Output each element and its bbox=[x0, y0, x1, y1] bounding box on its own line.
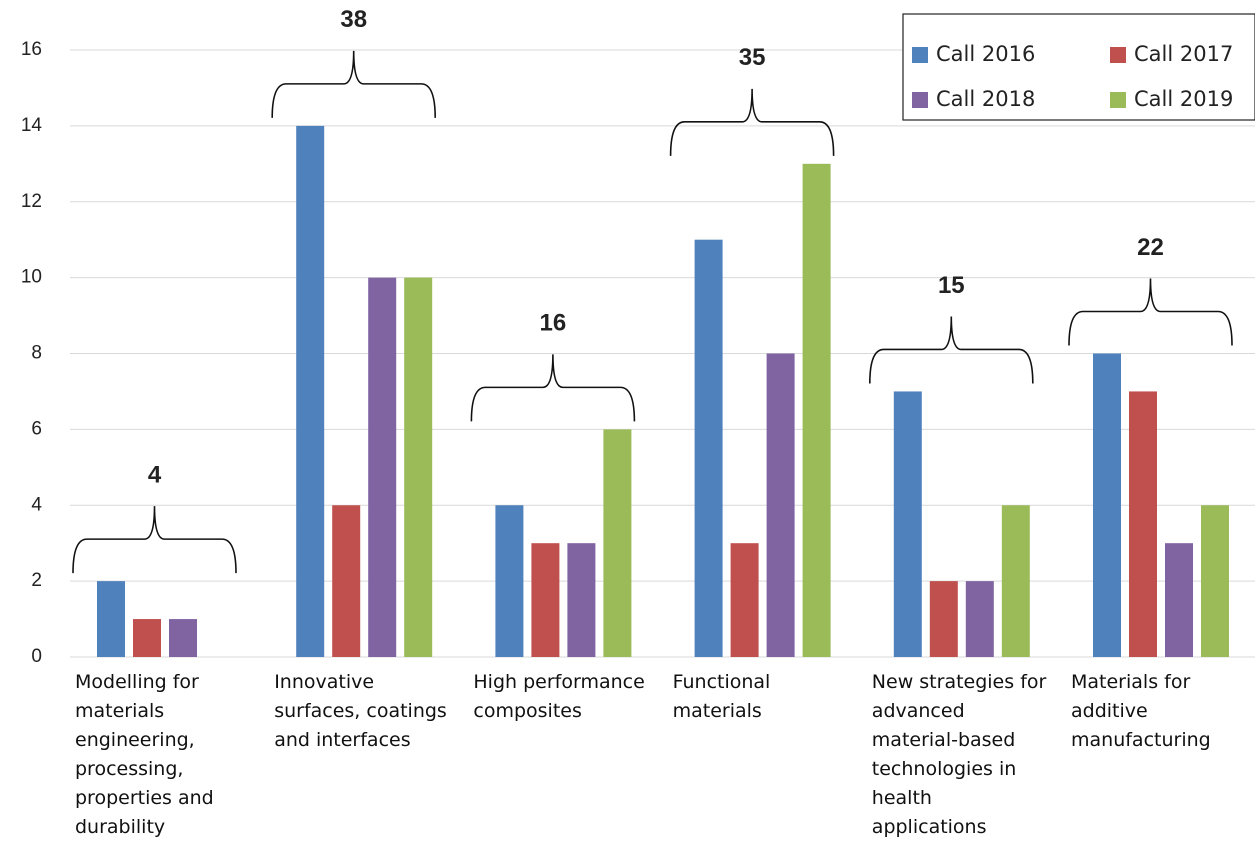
y-tick-label: 8 bbox=[31, 343, 42, 364]
bar bbox=[893, 391, 922, 657]
group-total: 38 bbox=[340, 6, 367, 33]
bar bbox=[965, 581, 994, 657]
y-tick-label: 14 bbox=[21, 115, 43, 136]
legend-label: Call 2017 bbox=[1134, 42, 1233, 66]
x-tick-label-box: High performance composites bbox=[473, 671, 645, 722]
brace bbox=[669, 88, 835, 156]
x-tick-label-box: Innovative surfaces, coatings and interf… bbox=[274, 671, 447, 751]
x-tick-label: Functional materials bbox=[672, 671, 771, 722]
x-tick-label: High performance composites bbox=[473, 671, 645, 722]
bar bbox=[1165, 543, 1193, 657]
group-total: 22 bbox=[1137, 234, 1164, 261]
y-tick-label: 16 bbox=[21, 39, 42, 60]
bar bbox=[929, 581, 958, 657]
x-tick-label-box: Functional materials bbox=[672, 671, 771, 722]
legend-swatch bbox=[1110, 92, 1126, 108]
x-tick-label: Materials for additive manufacturing bbox=[1071, 671, 1211, 751]
legend-label: Call 2019 bbox=[1134, 87, 1233, 111]
group-total: 4 bbox=[148, 461, 162, 488]
x-tick-label: New strategies for advanced material-bas… bbox=[871, 671, 1047, 838]
group-total: 15 bbox=[938, 272, 965, 299]
legend-swatch bbox=[912, 47, 928, 63]
brace bbox=[470, 354, 636, 422]
bar bbox=[694, 239, 723, 657]
bar bbox=[495, 505, 524, 657]
legend-label: Call 2016 bbox=[936, 42, 1035, 66]
bar bbox=[1201, 505, 1229, 657]
legend-swatch bbox=[912, 92, 928, 108]
y-tick-label: 6 bbox=[31, 418, 42, 439]
y-tick-label: 4 bbox=[31, 494, 42, 515]
bar bbox=[603, 429, 632, 657]
bar bbox=[531, 543, 560, 657]
x-tick-label: Modelling for materials engineering, pro… bbox=[75, 671, 214, 838]
brace bbox=[271, 50, 436, 118]
bar bbox=[404, 277, 433, 657]
bar bbox=[296, 125, 325, 657]
group-total: 35 bbox=[739, 44, 766, 71]
x-tick-label-box: Materials for additive manufacturing bbox=[1071, 671, 1211, 751]
bar bbox=[133, 619, 161, 657]
y-tick-label: 10 bbox=[21, 267, 42, 288]
legend-label: Call 2018 bbox=[936, 87, 1035, 111]
brace bbox=[869, 316, 1034, 384]
group-total: 16 bbox=[540, 310, 567, 337]
y-tick-label: 2 bbox=[31, 570, 42, 591]
bar bbox=[97, 581, 125, 657]
y-tick-label: 12 bbox=[21, 191, 42, 212]
brace bbox=[72, 506, 237, 574]
bar bbox=[567, 543, 596, 657]
bar bbox=[1129, 391, 1157, 657]
x-tick-label-box: Modelling for materials engineering, pro… bbox=[75, 671, 214, 838]
bar bbox=[730, 543, 759, 657]
legend-swatch bbox=[1110, 47, 1126, 63]
bar bbox=[169, 619, 197, 657]
legend-box bbox=[902, 13, 1255, 121]
brace bbox=[1068, 278, 1233, 346]
bar bbox=[1001, 505, 1030, 657]
bar bbox=[766, 353, 795, 657]
y-tick-label: 0 bbox=[31, 646, 42, 667]
bar bbox=[802, 163, 831, 657]
bar bbox=[1093, 353, 1121, 657]
bar bbox=[368, 277, 397, 657]
x-tick-label: Innovative surfaces, coatings and interf… bbox=[274, 671, 447, 751]
bar bbox=[332, 505, 361, 657]
x-tick-label-box: New strategies for advanced material-bas… bbox=[871, 671, 1047, 838]
